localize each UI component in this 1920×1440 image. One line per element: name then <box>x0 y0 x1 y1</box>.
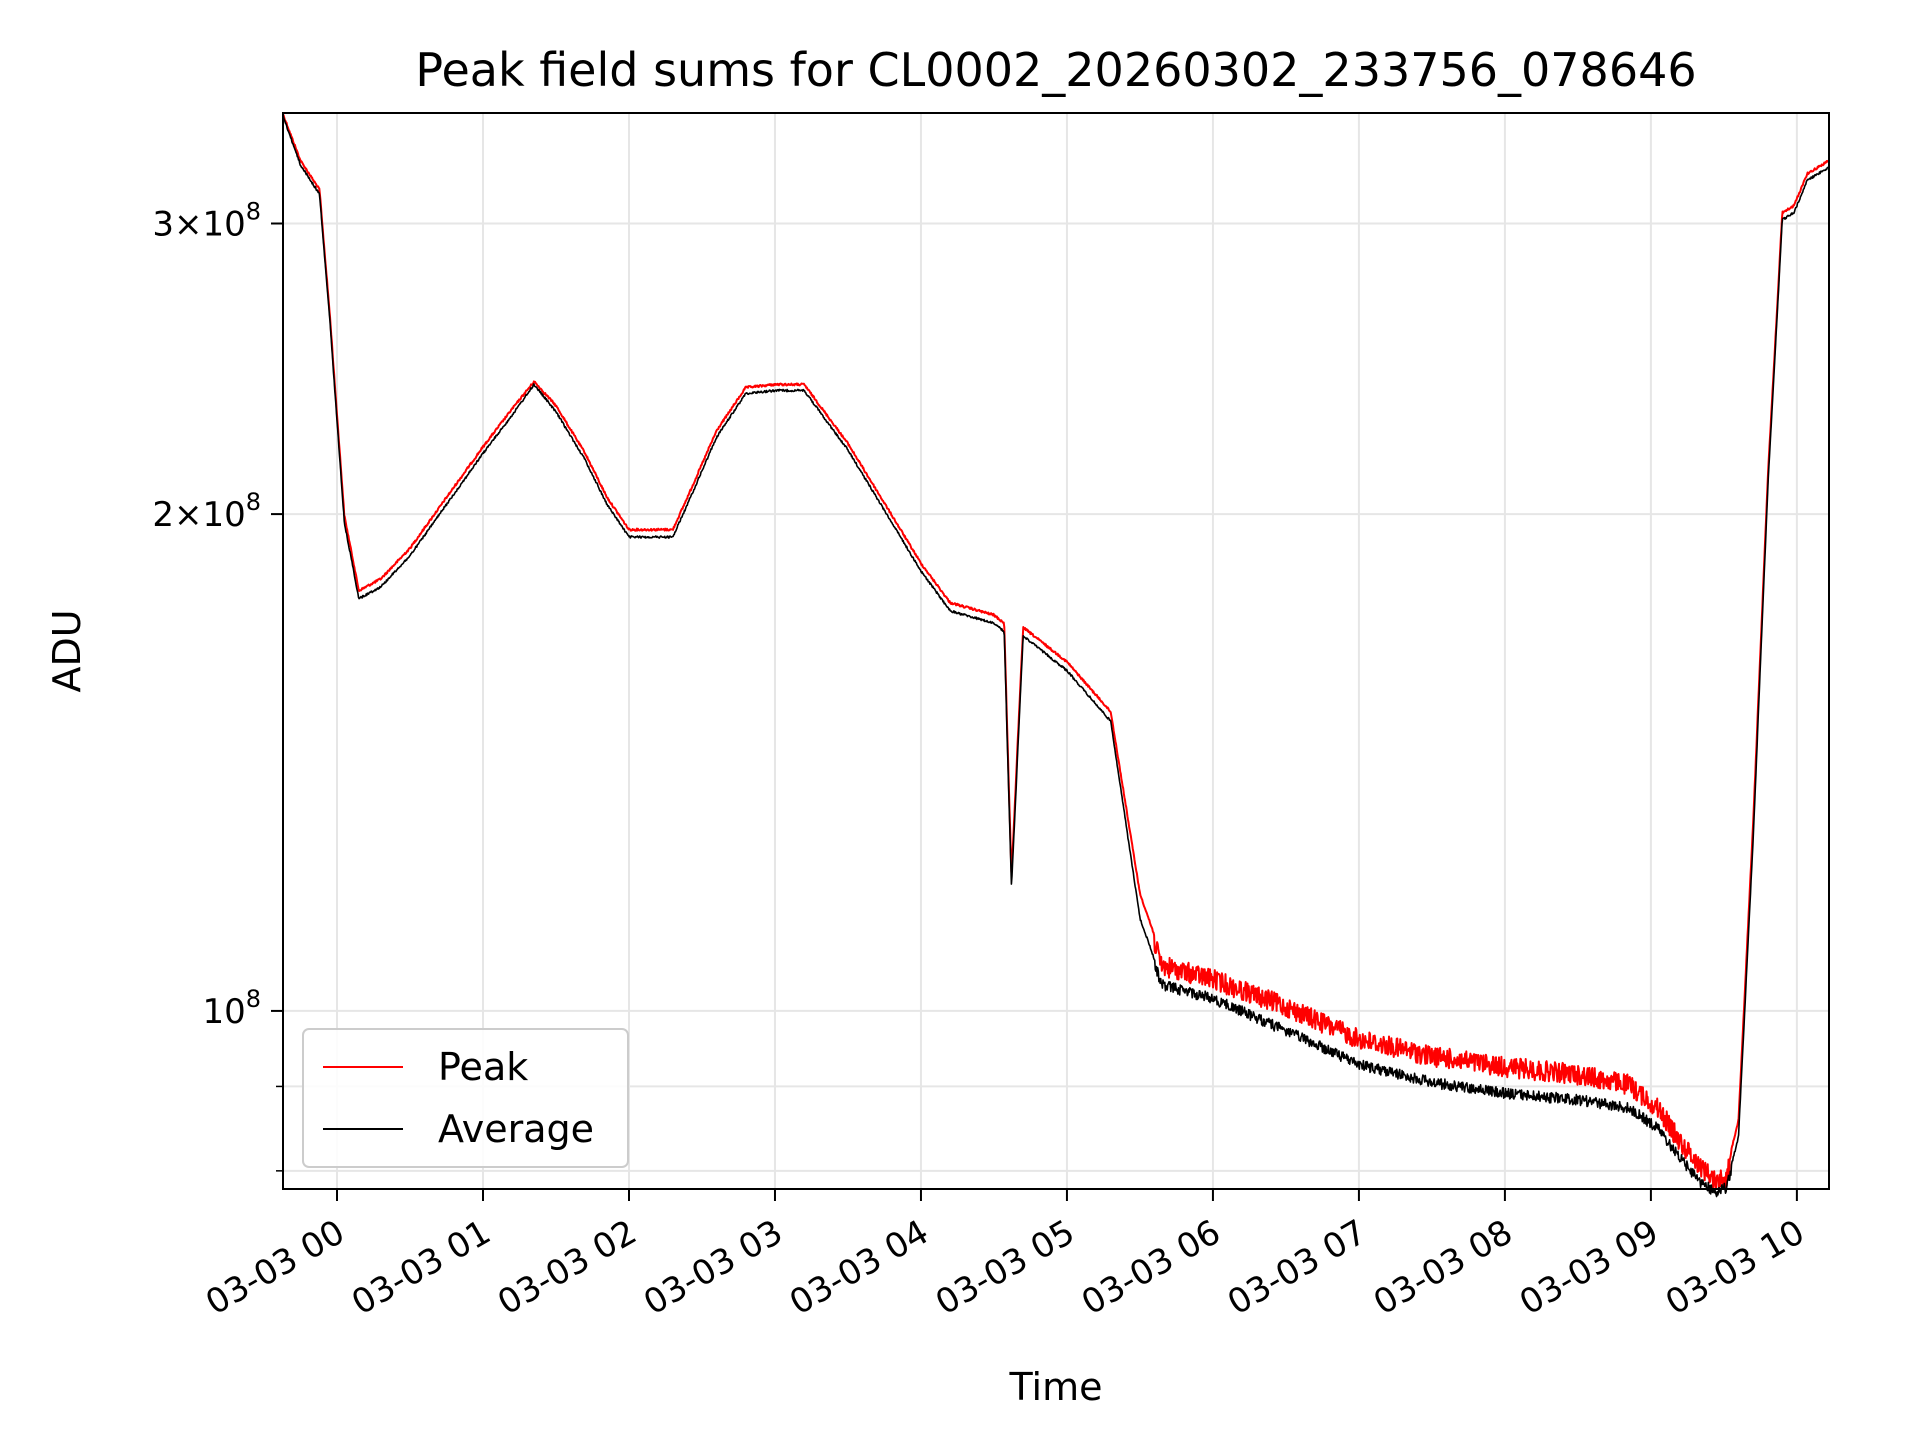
y-tick-label: 108 <box>202 985 261 1032</box>
y-tick-mantissa: 2 <box>152 495 174 535</box>
y-tick-label: 2×108 <box>152 488 261 535</box>
y-tick-times: × <box>174 495 203 535</box>
legend-box <box>302 1028 629 1168</box>
plot-frame <box>282 112 1830 1190</box>
legend-label-average: Average <box>438 1107 594 1151</box>
legend-label-peak: Peak <box>438 1045 528 1089</box>
y-tick-mantissa: 3 <box>152 204 174 244</box>
y-axis-label: ADU <box>45 609 89 692</box>
series-line-average <box>282 115 1830 1198</box>
series-line-peak <box>282 113 1830 1191</box>
y-tick-exponent: 8 <box>246 488 261 516</box>
series-layer <box>282 113 1830 1198</box>
y-tick-base: 10 <box>202 495 245 535</box>
y-tick-label: 3×108 <box>152 197 261 244</box>
y-tick-exponent: 8 <box>246 985 261 1013</box>
y-tick-exponent: 8 <box>246 197 261 225</box>
y-tick-times: × <box>174 204 203 244</box>
y-tick-base: 10 <box>202 204 245 244</box>
y-tick-base: 10 <box>202 992 245 1032</box>
x-axis-label: Time <box>1009 1365 1103 1409</box>
legend: Peak Average <box>302 1028 629 1168</box>
chart-title: Peak field sums for CL0002_20260302_2337… <box>415 43 1696 97</box>
